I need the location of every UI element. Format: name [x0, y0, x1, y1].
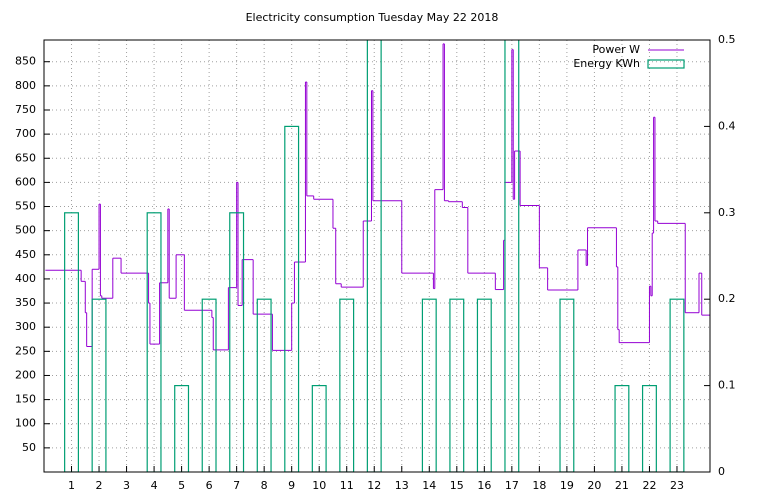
x-tick-label: 23 — [670, 479, 684, 492]
energy-bar — [366, 40, 382, 472]
x-tick-label: 22 — [642, 479, 656, 492]
y-tick-label: 350 — [15, 296, 36, 309]
chart-title: Electricity consumption Tuesday May 22 2… — [246, 11, 499, 24]
x-tick-label: 3 — [123, 479, 130, 492]
plot-area — [45, 40, 710, 472]
y2-tick-label: 0.3 — [718, 206, 736, 219]
x-tick-label: 9 — [288, 479, 295, 492]
x-tick-label: 10 — [312, 479, 326, 492]
y-tick-label: 750 — [15, 103, 36, 116]
x-tick-label: 13 — [395, 479, 409, 492]
energy-bar — [614, 385, 630, 472]
y-tick-label: 600 — [15, 175, 36, 188]
y-tick-label: 100 — [15, 417, 36, 430]
x-tick-label: 20 — [587, 479, 601, 492]
y-tick-label: 150 — [15, 393, 36, 406]
y-tick-label: 250 — [15, 344, 36, 357]
energy-bar — [476, 298, 492, 472]
x-tick-label: 2 — [96, 479, 103, 492]
x-tick-label: 19 — [560, 479, 574, 492]
y-tick-label: 200 — [15, 368, 36, 381]
energy-bar — [174, 385, 190, 472]
y2-tick-label: 0 — [718, 465, 725, 478]
energy-bar — [669, 298, 685, 472]
y-tick-label: 700 — [15, 127, 36, 140]
y-tick-label: 650 — [15, 151, 36, 164]
energy-bar — [64, 212, 80, 472]
energy-bar — [229, 212, 245, 472]
x-tick-label: 12 — [367, 479, 381, 492]
energy-bar — [311, 385, 327, 472]
energy-bar — [449, 298, 465, 472]
x-tick-label: 4 — [151, 479, 158, 492]
x-tick-label: 14 — [422, 479, 436, 492]
y2-tick-label: 0.1 — [718, 379, 736, 392]
x-tick-label: 16 — [477, 479, 491, 492]
legend-label: Energy KWh — [573, 57, 640, 70]
x-tick-label: 6 — [206, 479, 213, 492]
energy-bar — [91, 298, 107, 472]
y-tick-label: 400 — [15, 272, 36, 285]
energy-bar — [201, 298, 217, 472]
energy-bar — [256, 298, 272, 472]
x-tick-label: 8 — [261, 479, 268, 492]
energy-bar — [421, 298, 437, 472]
x-tick-label: 18 — [532, 479, 546, 492]
energy-bar — [339, 298, 355, 472]
x-tick-label: 1 — [68, 479, 75, 492]
y2-tick-label: 0.2 — [718, 292, 736, 305]
y2-tick-label: 0.5 — [718, 33, 736, 46]
y-tick-label: 550 — [15, 200, 36, 213]
y-tick-label: 50 — [22, 441, 36, 454]
energy-bar — [559, 298, 575, 472]
x-tick-label: 21 — [615, 479, 629, 492]
x-tick-label: 15 — [450, 479, 464, 492]
x-tick-label: 11 — [340, 479, 354, 492]
energy-bar — [146, 212, 162, 472]
y-tick-label: 450 — [15, 248, 36, 261]
legend-label: Power W — [592, 43, 640, 56]
y-tick-label: 300 — [15, 320, 36, 333]
y-tick-label: 500 — [15, 224, 36, 237]
y2-tick-label: 0.4 — [718, 119, 736, 132]
energy-bar — [504, 40, 520, 472]
energy-bar — [284, 125, 300, 472]
energy-bar — [641, 385, 657, 472]
x-tick-label: 7 — [233, 479, 240, 492]
y-tick-label: 850 — [15, 55, 36, 68]
x-tick-label: 5 — [178, 479, 185, 492]
grid: 5010015020025030035040045050055060065070… — [15, 33, 736, 492]
legend-swatch — [647, 59, 685, 69]
plot-frame — [43, 39, 711, 473]
x-tick-label: 17 — [505, 479, 519, 492]
y-tick-label: 800 — [15, 79, 36, 92]
